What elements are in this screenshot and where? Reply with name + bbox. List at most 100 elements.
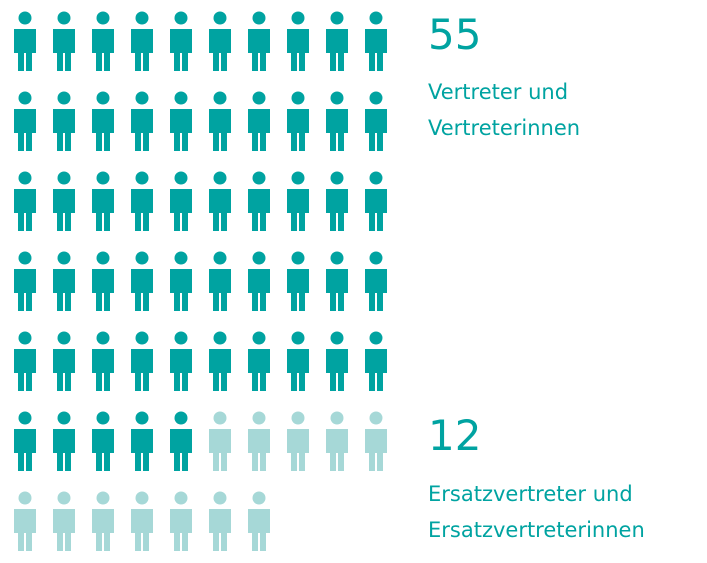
icon-head xyxy=(291,411,305,425)
icon-body xyxy=(14,189,36,231)
icon-body xyxy=(365,349,387,391)
icon-body xyxy=(92,509,114,551)
icon-head xyxy=(57,251,71,265)
icon-body xyxy=(170,29,192,71)
icon-head xyxy=(330,331,344,345)
icon-head xyxy=(174,331,188,345)
icon-head xyxy=(252,91,266,105)
icon-head xyxy=(174,171,188,185)
icon-head xyxy=(18,171,32,185)
person-icon xyxy=(53,91,75,151)
icon-body xyxy=(14,349,36,391)
icon-body xyxy=(53,269,75,311)
icon-head xyxy=(369,331,383,345)
person-icon xyxy=(209,331,231,391)
icon-head xyxy=(252,411,266,425)
icon-body xyxy=(170,509,192,551)
icon-body xyxy=(365,29,387,71)
person-icon xyxy=(365,331,387,391)
pictogram xyxy=(14,11,387,551)
icon-head xyxy=(369,411,383,425)
person-icon xyxy=(365,171,387,231)
icon-head xyxy=(252,331,266,345)
icon-body xyxy=(209,189,231,231)
icon-head xyxy=(330,411,344,425)
icon-body xyxy=(248,189,270,231)
person-icon xyxy=(326,171,348,231)
icon-body xyxy=(53,429,75,471)
person-icon xyxy=(170,251,192,311)
person-icon xyxy=(53,11,75,71)
person-icon xyxy=(131,91,153,151)
icon-head xyxy=(57,331,71,345)
icon-body xyxy=(248,509,270,551)
legend-label: Ersatzvertreter und Ersatzvertreterinnen xyxy=(428,482,645,542)
icon-body xyxy=(248,29,270,71)
legend-label: Vertreter und Vertreterinnen xyxy=(428,80,581,140)
icon-head xyxy=(18,491,32,505)
icon-head xyxy=(18,11,32,25)
person-icon xyxy=(170,171,192,231)
icon-head xyxy=(57,171,71,185)
icon-body xyxy=(287,349,309,391)
person-icon xyxy=(170,411,192,471)
value-label: 55 xyxy=(428,10,482,59)
icon-body xyxy=(365,189,387,231)
icon-body xyxy=(92,29,114,71)
person-icon xyxy=(14,331,36,391)
icon-body xyxy=(131,29,153,71)
icon-head xyxy=(369,171,383,185)
person-icon xyxy=(92,491,114,551)
icon-body xyxy=(287,29,309,71)
icon-body xyxy=(326,29,348,71)
person-icon xyxy=(131,171,153,231)
icon-head xyxy=(291,91,305,105)
icon-body xyxy=(209,509,231,551)
icon-body xyxy=(365,269,387,311)
icon-head xyxy=(57,11,71,25)
icon-head xyxy=(174,91,188,105)
person-icon xyxy=(248,251,270,311)
icon-head xyxy=(96,331,110,345)
icon-head xyxy=(135,11,149,25)
person-icon xyxy=(14,171,36,231)
icon-body xyxy=(14,109,36,151)
icon-head xyxy=(57,411,71,425)
person-icon xyxy=(326,331,348,391)
person-icon xyxy=(14,11,36,71)
icon-body xyxy=(53,29,75,71)
person-icon xyxy=(365,91,387,151)
icon-head xyxy=(135,171,149,185)
icon-head xyxy=(291,171,305,185)
icon-body xyxy=(170,189,192,231)
icon-body xyxy=(326,109,348,151)
person-icon xyxy=(170,91,192,151)
person-icon xyxy=(287,91,309,151)
icon-head xyxy=(96,411,110,425)
person-icon xyxy=(92,11,114,71)
person-icon xyxy=(209,171,231,231)
person-icon xyxy=(53,331,75,391)
icon-body xyxy=(53,509,75,551)
person-icon xyxy=(53,411,75,471)
person-icon xyxy=(92,251,114,311)
value-label: 12 xyxy=(428,411,482,460)
person-icon xyxy=(131,331,153,391)
icon-head xyxy=(135,491,149,505)
icon-head xyxy=(330,11,344,25)
icon-body xyxy=(170,269,192,311)
icon-body xyxy=(53,349,75,391)
person-icon xyxy=(248,411,270,471)
icon-body xyxy=(170,429,192,471)
person-icon xyxy=(131,251,153,311)
person-icon xyxy=(131,411,153,471)
icon-head xyxy=(135,331,149,345)
icon-head xyxy=(174,491,188,505)
icon-body xyxy=(326,269,348,311)
icon-head xyxy=(252,251,266,265)
person-icon xyxy=(326,411,348,471)
icon-body xyxy=(209,269,231,311)
icon-body xyxy=(209,429,231,471)
icon-head xyxy=(174,251,188,265)
